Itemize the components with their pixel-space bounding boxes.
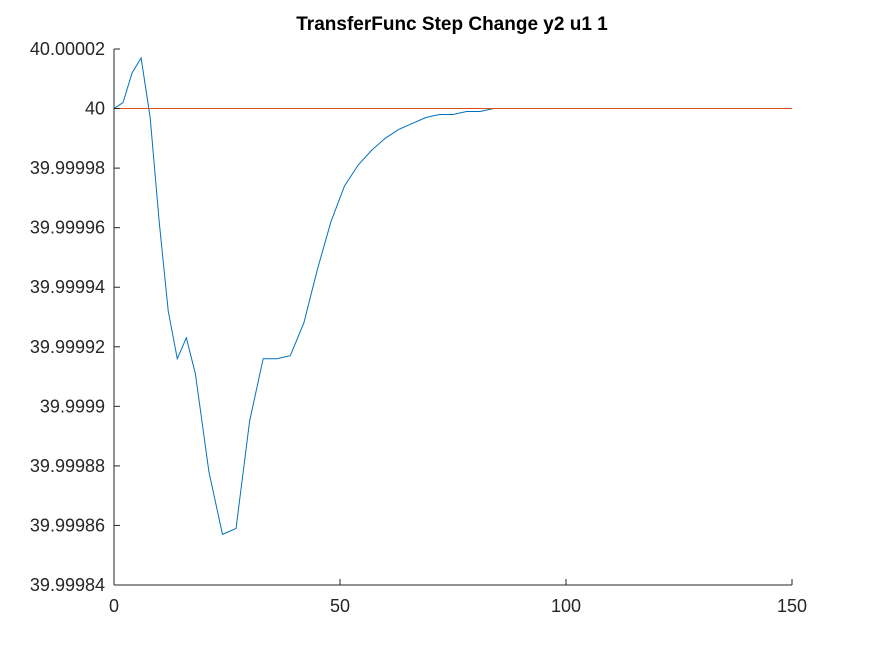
x-tick-label: 50	[330, 596, 350, 616]
y-tick-label: 39.99984	[30, 575, 105, 595]
chart-title: TransferFunc Step Change y2 u1 1	[296, 14, 608, 35]
y-tick-label: 39.99988	[30, 456, 105, 476]
x-tick-label: 0	[109, 596, 119, 616]
x-tick-label: 150	[777, 596, 807, 616]
x-tick-label: 100	[551, 596, 581, 616]
y-tick-label: 40	[85, 99, 105, 119]
y-tick-label: 39.9999	[40, 396, 105, 416]
y-tick-label: 39.99996	[30, 218, 105, 238]
series-line-1	[113, 56, 792, 536]
y-tick-label: 40.00002	[30, 39, 105, 59]
series-layer	[113, 56, 792, 536]
y-tick-label: 39.99986	[30, 515, 105, 535]
y-tick-label: 39.99998	[30, 158, 105, 178]
y-tick-label: 39.99992	[30, 337, 105, 357]
axes-layer: 0 50 100 150 39.99984 39.99986 39.99988 39.9999…	[30, 39, 807, 616]
y-tick-label: 39.99994	[30, 277, 105, 297]
